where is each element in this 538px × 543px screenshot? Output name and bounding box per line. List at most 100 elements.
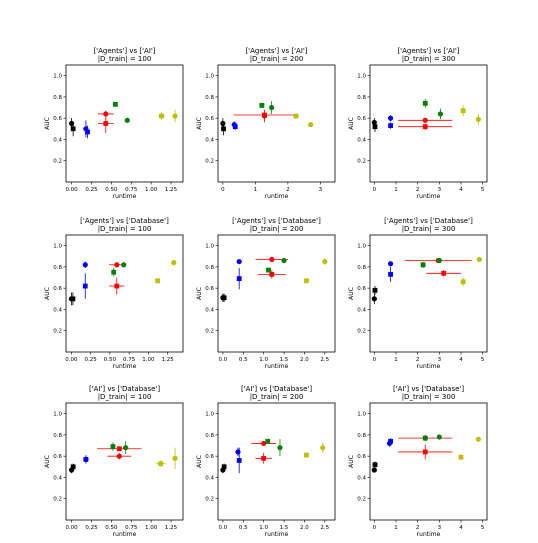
subplot-title: ['Agents'] vs ['AI']: [93, 47, 155, 55]
axes-frame: [369, 64, 488, 183]
subplot-subtitle: |D_train| = 300: [402, 393, 456, 401]
x-tick-label: 0.0: [219, 525, 228, 531]
data-point-square-blue: [388, 271, 393, 277]
x-tick-label: 0.00: [65, 525, 78, 531]
y-tick-label: 0.8: [205, 265, 214, 271]
subplot-title: ['AI'] vs ['Database']: [393, 385, 464, 393]
data-point-circle-black: [220, 120, 226, 127]
x-tick-label: 4: [459, 187, 463, 193]
x-tick-label: 5: [481, 187, 485, 193]
y-tick-label: 1.0: [205, 244, 214, 250]
y-tick-label: 1.0: [53, 412, 62, 418]
data-point-square-yellow: [159, 113, 164, 119]
x-tick-label: 0.00: [65, 357, 78, 363]
data-point-circle-black: [371, 119, 377, 126]
y-tick-label: 0.2: [205, 497, 214, 503]
x-axis-label: runtime: [113, 363, 137, 370]
x-tick-label: 3: [438, 525, 442, 531]
x-tick-label: 2.0: [300, 525, 309, 531]
x-tick-label: 2: [416, 525, 420, 531]
subplot-title: ['AI'] vs ['Database']: [89, 385, 160, 393]
x-tick-label: 4: [459, 357, 463, 363]
data-point-square-red: [422, 449, 428, 455]
data-point-circle-green: [281, 257, 287, 264]
subplot-title: ['Agents'] vs ['Database']: [80, 217, 169, 225]
x-tick-label: 0.5: [239, 525, 248, 531]
x-tick-label: 1.00: [142, 357, 155, 363]
data-point-circle-red: [422, 117, 428, 123]
y-axis-label: AUC: [348, 117, 355, 130]
data-point-square-black: [70, 126, 76, 132]
y-tick-label: 0.4: [357, 137, 366, 143]
subplot-title: ['Agents'] vs ['AI']: [397, 47, 459, 55]
data-point-circle-red: [114, 262, 120, 268]
y-axis-label: AUC: [348, 287, 355, 300]
x-tick-label: 1.0: [259, 357, 268, 363]
data-point-circle-green: [123, 445, 129, 451]
data-point-square-red: [261, 455, 267, 461]
x-axis-label: runtime: [113, 531, 137, 538]
y-tick-label: 0.8: [205, 433, 214, 439]
x-tick-label: 2: [286, 187, 290, 193]
y-tick-label: 0.2: [357, 497, 366, 503]
data-point-square-green: [265, 438, 271, 444]
y-tick-label: 0.2: [53, 497, 62, 503]
x-tick-label: 0.50: [105, 187, 118, 193]
data-point-square-green: [422, 100, 428, 106]
data-point-square-blue: [232, 124, 238, 130]
axes-frame: [65, 64, 184, 183]
x-axis-label: runtime: [417, 193, 441, 200]
x-axis-label: runtime: [417, 531, 441, 538]
x-tick-label: 4: [459, 525, 463, 531]
x-tick-label: 5: [481, 525, 485, 531]
data-point-square-blue: [82, 283, 88, 289]
data-point-square-blue: [85, 129, 90, 135]
y-tick-label: 0.2: [205, 159, 214, 165]
data-point-circle-yellow: [322, 258, 328, 265]
data-point-square-red: [269, 271, 275, 277]
x-tick-label: 3: [438, 357, 442, 363]
data-point-square-green: [110, 444, 116, 450]
data-point-square-black: [70, 296, 76, 302]
axes-frame: [217, 234, 336, 353]
x-axis-label: runtime: [265, 531, 289, 538]
x-tick-label: 1: [394, 357, 398, 363]
x-tick-label: 0.5: [239, 357, 248, 363]
x-tick-label: 0.50: [104, 357, 117, 363]
x-tick-label: 1.00: [145, 187, 158, 193]
x-tick-label: 1.25: [161, 357, 174, 363]
data-point-circle-yellow: [475, 116, 481, 122]
y-tick-label: 0.8: [53, 265, 62, 271]
data-point-circle-green: [124, 117, 130, 123]
data-point-square-black: [221, 126, 226, 132]
subplot-2: ['Agents'] vs ['AI']|D_train| = 200 0.2 0.…: [196, 47, 336, 200]
axes-frame: [217, 64, 336, 183]
y-tick-label: 0.4: [53, 307, 62, 313]
subplot-4: ['Agents'] vs ['Database']|D_train| = 10…: [44, 217, 184, 370]
subplot-title: ['AI'] vs ['Database']: [241, 385, 312, 393]
data-point-circle-green: [437, 111, 444, 117]
axes-frame: [65, 234, 184, 353]
x-axis-label: runtime: [265, 193, 289, 200]
y-tick-label: 0.4: [205, 137, 214, 143]
x-tick-label: 2: [416, 357, 420, 363]
subplot-subtitle: |D_train| = 300: [402, 225, 456, 233]
y-tick-label: 0.6: [53, 116, 62, 122]
y-tick-label: 0.8: [53, 433, 62, 439]
subplot-subtitle: |D_train| = 100: [98, 225, 152, 233]
data-point-circle-yellow: [172, 113, 178, 119]
x-tick-label: 0.25: [85, 187, 98, 193]
subplot-5: ['Agents'] vs ['Database']|D_train| = 20…: [196, 217, 336, 370]
subplot-subtitle: |D_train| = 200: [250, 225, 304, 233]
y-axis-label: AUC: [196, 455, 203, 468]
data-point-square-yellow: [460, 108, 466, 114]
x-tick-label: 1: [394, 187, 398, 193]
subplot-subtitle: |D_train| = 100: [98, 393, 152, 401]
y-axis-label: AUC: [196, 117, 203, 130]
data-point-square-green: [111, 269, 117, 275]
x-tick-label: 0: [373, 357, 377, 363]
data-point-square-blue: [83, 456, 89, 462]
x-tick-label: 1: [254, 187, 258, 193]
